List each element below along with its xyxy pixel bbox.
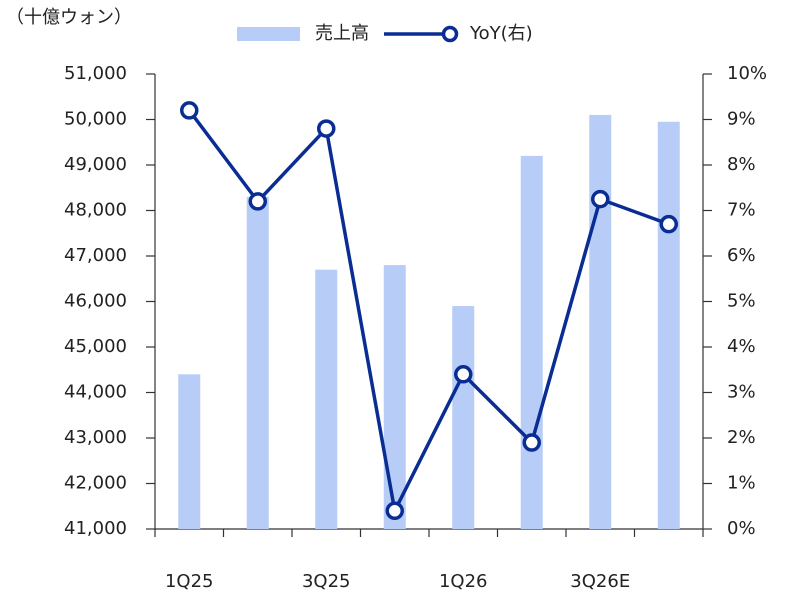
y-axis-unit: （十億ウォン） [6,7,132,28]
y-tick-label: 46,000 [64,291,127,312]
y-tick-label: 48,000 [64,200,127,221]
line-marker [385,501,404,521]
y-tick-label: 49,000 [64,154,127,175]
y2-tick-label: 2% [727,427,756,448]
y2-tick-label: 5% [727,291,756,312]
y2-tick-label: 4% [727,336,756,357]
y-tick-label: 43,000 [64,427,127,448]
y2-tick-label: 6% [727,245,756,266]
y2-tick-label: 7% [727,200,756,221]
legend-marker [441,25,459,43]
x-tick-label: 3Q26E [570,571,630,592]
y2-tick-label: 9% [727,109,756,130]
bar [383,265,406,529]
y2-tick-label: 0% [727,518,756,539]
x-tick-label: 1Q25 [165,571,214,592]
y-tick-label: 45,000 [64,336,127,357]
line-marker [591,189,610,209]
x-tick-label: 1Q26 [439,571,488,592]
line-marker [317,119,336,138]
line [187,109,670,517]
y2-tick-label: 10% [727,63,767,84]
line-marker [248,192,267,211]
y2-tick-label: 8% [727,154,756,175]
line-marker [180,101,199,120]
y-tick-label: 42,000 [64,473,127,494]
legend-label: 売上高 [315,23,369,44]
y2-tick-label: 1% [727,473,756,494]
bar [315,269,338,529]
bar [246,196,269,529]
line-marker [454,365,473,384]
bar [178,374,201,529]
y-tick-label: 50,000 [64,109,127,130]
bar [589,114,612,529]
bar [520,155,543,529]
bar [657,121,680,530]
y2-tick-label: 3% [727,382,756,403]
line-marker [659,214,678,234]
y-tick-label: 44,000 [64,382,127,403]
y-tick-label: 47,000 [64,245,127,266]
legend-label: YoY(右) [469,23,533,44]
x-tick-label: 3Q25 [302,571,351,592]
bar [452,306,475,529]
y-tick-label: 41,000 [64,518,127,539]
legend-swatch [237,27,300,41]
y-tick-label: 51,000 [64,63,127,84]
line-marker [522,433,541,452]
